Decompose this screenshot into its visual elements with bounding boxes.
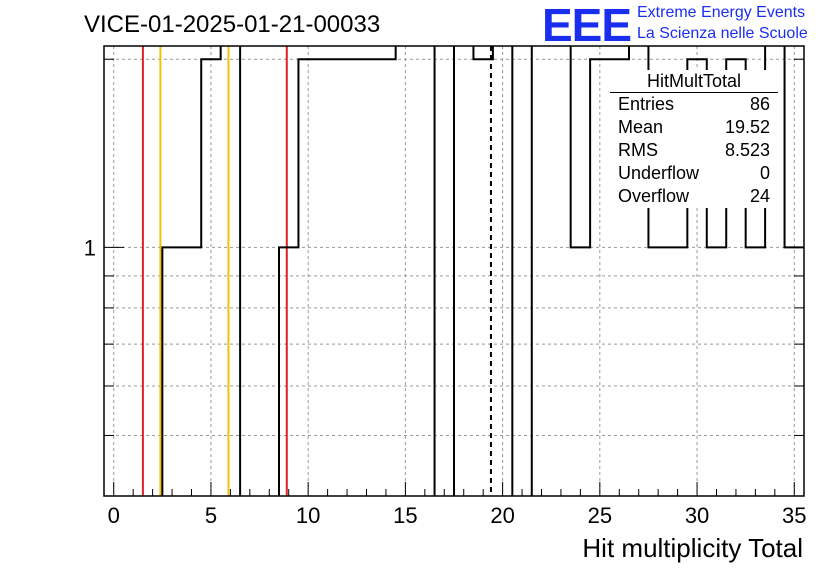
x-tick-label: 30 xyxy=(685,503,709,528)
histogram-bin xyxy=(201,59,220,496)
histogram-bin xyxy=(162,247,181,496)
stats-value: 8.523 xyxy=(724,140,770,160)
stats-label: Overflow xyxy=(618,186,690,206)
histogram-bin xyxy=(298,59,317,496)
stats-box: HitMultTotal Entries 86 Mean 19.52 RMS 8… xyxy=(610,70,778,208)
histogram-outline xyxy=(161,46,804,496)
histogram-bin xyxy=(357,59,376,496)
histogram-bin xyxy=(785,247,804,496)
x-tick-label: 0 xyxy=(108,503,120,528)
histogram-bin xyxy=(493,0,512,496)
histogram-bin xyxy=(551,0,570,496)
histogram-layer xyxy=(161,0,804,496)
x-tick-label: 35 xyxy=(782,503,806,528)
histogram-bin xyxy=(221,0,240,496)
stats-label: Underflow xyxy=(618,163,700,183)
chart-title: VICE-01-2025-01-21-00033 xyxy=(84,11,381,38)
plot-frame xyxy=(103,45,805,497)
eee-logo-mark: EEE xyxy=(542,0,632,51)
histogram-bin xyxy=(707,247,726,496)
x-tick-label: 20 xyxy=(490,503,514,528)
histogram-bin xyxy=(337,59,356,496)
histogram-bin xyxy=(590,59,609,496)
histogram-bin xyxy=(376,59,395,496)
stats-box-title: HitMultTotal xyxy=(610,70,778,93)
logo-line-2: La Scienza nelle Scuole xyxy=(637,25,808,42)
stats-label: Mean xyxy=(618,117,664,137)
histogram-bin xyxy=(473,59,492,496)
stats-value: 0 xyxy=(759,163,770,183)
tick-layer xyxy=(104,58,804,497)
stats-value: 24 xyxy=(749,186,770,206)
histogram-bin xyxy=(648,247,667,496)
x-axis-label: Hit multiplicity Total xyxy=(582,533,803,563)
histogram-bin xyxy=(454,0,473,496)
histogram-bin xyxy=(396,0,415,496)
stats-row-underflow: Underflow 0 xyxy=(610,162,778,185)
x-tick-label: 10 xyxy=(296,503,320,528)
histogram-bin xyxy=(279,247,298,496)
tick-label-layer: 0 5 10 15 20 25 30 35 1 xyxy=(84,235,807,528)
histogram-bin xyxy=(746,247,765,496)
stats-row-mean: Mean 19.52 xyxy=(610,116,778,139)
stats-label: Entries xyxy=(618,94,675,114)
marker-lines xyxy=(141,46,492,496)
y-tick-label: 1 xyxy=(84,235,96,260)
stats-value: 86 xyxy=(749,94,770,114)
logo-line-1: Extreme Energy Events xyxy=(637,4,806,21)
x-tick-label: 5 xyxy=(205,503,217,528)
x-tick-label: 15 xyxy=(393,503,417,528)
histogram-bin xyxy=(532,0,551,496)
x-tick-label: 25 xyxy=(588,503,612,528)
histogram-bin xyxy=(571,247,590,496)
stats-row-entries: Entries 86 xyxy=(610,93,778,116)
histogram-bin xyxy=(668,247,687,496)
stats-row-rms: RMS 8.523 xyxy=(610,139,778,162)
histogram-bin xyxy=(182,247,201,496)
histogram-bin xyxy=(318,59,337,496)
stats-row-overflow: Overflow 24 xyxy=(610,185,778,208)
stats-value: 19.52 xyxy=(724,117,770,137)
histogram-bin xyxy=(415,0,434,496)
stats-label: RMS xyxy=(618,140,658,160)
